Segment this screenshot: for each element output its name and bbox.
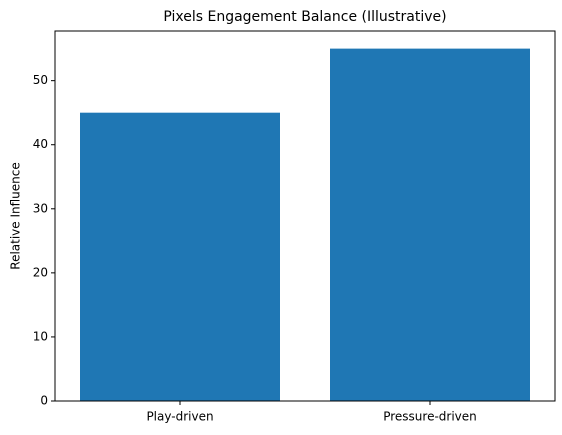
- y-tick-label: 20: [33, 265, 48, 279]
- y-tick-label: 10: [33, 329, 48, 343]
- chart-title: Pixels Engagement Balance (Illustrative): [163, 9, 446, 25]
- y-tick-label: 0: [40, 394, 48, 408]
- plot-frame: [54, 30, 556, 402]
- bar: [80, 112, 280, 402]
- y-tick-label: 30: [33, 201, 48, 215]
- bar: [330, 48, 530, 401]
- y-tick-label: 50: [33, 73, 48, 87]
- x-tick-label: Pressure-driven: [383, 410, 477, 424]
- y-tick-label: 40: [33, 137, 48, 151]
- y-axis-label: Relative Influence: [9, 162, 23, 269]
- x-tick-label: Play-driven: [146, 410, 213, 424]
